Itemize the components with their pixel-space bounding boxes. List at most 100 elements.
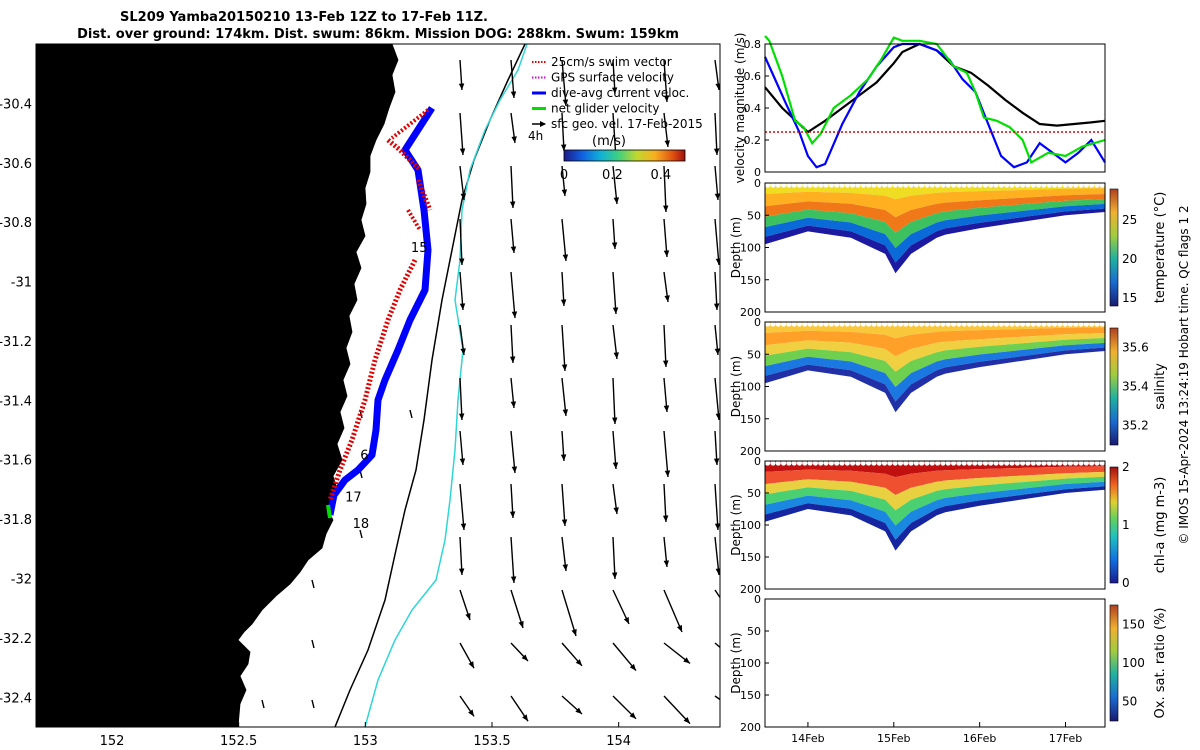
temperature_section-surface-scallop [972,182,978,188]
salinity_section-surface-scallop [1089,321,1095,327]
temperature_section-surface-scallop [1014,182,1020,188]
salinity_section-surface-scallop [950,321,957,327]
temperature_section-surface-scallop [1030,182,1036,188]
salinity_section-surface-scallop [871,321,877,327]
velocity-y-tick-label: 0.8 [744,38,762,51]
map-x-tick-label: 153.5 [473,734,510,749]
temperature_section-surface-scallop [860,182,866,188]
colorbar-tick-label: 0.2 [602,168,623,183]
current-arrowhead [662,515,669,522]
oxygen_section-y-tick-label: 50 [747,625,761,638]
map-frame [35,43,721,728]
salinity_section-surface-scallop [1020,321,1026,327]
current-arrowhead [623,617,629,624]
legend-label: dive-avg current veloc. [551,86,689,100]
salinity_section-y-tick-label: 0 [754,316,761,329]
current-arrowhead [664,295,670,302]
temperature_section-surface-scallop [775,182,781,188]
temperature_section-surface-scallop [796,182,803,188]
temperature_section-colorbar-label: temperature (°C) [1153,192,1168,304]
salinity_section-surface-scallop [956,321,962,327]
temperature_section-surface-scallop [929,182,935,188]
chla_section-surface-scallop [913,460,919,466]
temperature_section-surface-scallop [765,182,771,188]
current-arrowhead [521,654,528,661]
temperature_section-surface-scallop [924,182,930,188]
salinity_section-surface-scallop [839,321,845,327]
oxygen_section-colorbar-label: Ox. sat. ratio (%) [1153,608,1168,719]
current-arrowhead [714,523,720,530]
current-arrowhead [509,356,516,363]
oxygen_section-panel: 0 50 100 150 200 Depth (m) 50 100 150 Ox. sat. ra… [729,593,1168,734]
current-arrowhead [522,714,528,722]
current-arrowhead [629,663,636,671]
salinity_section-surface-scallop [1041,321,1047,327]
chla_section-band [765,466,1105,495]
current-arrow-small [311,699,315,709]
current-arrowhead [459,303,466,310]
time-tick-label: 15Feb [877,732,910,745]
temperature_section-surface-scallop [1035,182,1042,188]
salinity_section-surface-scallop [812,321,819,327]
current-arrowhead [465,613,471,620]
time-tick-label: 14Feb [791,732,824,745]
chla_section-surface-scallop [1073,460,1079,466]
chla_section-surface-scallop [796,460,803,466]
temperature_section-surface-scallop [1073,182,1079,188]
salinity_section-surface-scallop [802,321,808,327]
temperature_section-surface-scallop [988,182,994,188]
colorbar-tick-label: 0.4 [650,168,671,183]
current-arrowhead [571,629,577,636]
salinity_section-surface-scallop [1083,321,1089,327]
day-label-18: 18 [353,517,370,532]
salinity_section-surface-scallop [972,321,978,327]
map-day-labels: 15 6 17 18 [345,241,427,532]
temperature_section-surface-scallop [1020,182,1026,188]
chla_section-band [765,471,1105,511]
current-arrowhead [611,572,618,579]
salinity_section-surface-scallop [1062,321,1068,327]
chla_section-band [765,481,1105,540]
current-arrow [663,59,668,103]
oxygen_section-colorbar-tick: 150 [1122,617,1145,631]
current-arrowhead [663,560,670,567]
chla_section-colorbar-tick: 0 [1122,576,1130,590]
chla_section-surface-scallop [828,460,834,466]
current-arrowhead [662,205,669,212]
chla_section-surface-scallop [786,460,792,466]
temperature_section-surface-scallop [812,182,819,188]
current-arrow [561,324,566,372]
map-y-tick-label: -32.2 [0,632,32,647]
current-arrowhead [663,95,670,102]
chla_section-surface-scallop [1041,460,1047,466]
legend-label: 25cm/s swim vector [551,55,672,69]
chla_section-surface-scallop [1099,460,1105,466]
temperature_section-surface-scallop [956,182,962,188]
salinity_section-surface-scallop [860,321,866,327]
chla_section-colorbar-tick: 2 [1122,460,1130,474]
chla_section-surface-scallop [1014,460,1020,466]
chla_section-surface-scallop [765,460,771,466]
chla_section-colorbar [1109,466,1119,584]
temperature_section-surface-scallop [865,182,872,188]
title-line-2: Dist. over ground: 174km. Dist. swum: 86… [77,27,679,42]
chla_section-surface-scallop [945,460,951,466]
current-arrow-small [311,639,315,649]
temperature_section-surface-scallop [913,182,919,188]
temperature_section-surface-scallop [786,182,792,188]
current-arrow [714,483,719,531]
legend-label: net glider velocity [551,102,659,116]
current-arrow [459,218,463,266]
chla_section-surface-scallop [1020,460,1026,466]
chla_section-surface-scallop [897,460,904,466]
temperature_section-colorbar-tick: 15 [1122,291,1137,305]
temperature_section-surface-scallop [908,182,914,188]
current-arrowhead [714,193,720,200]
track-red-swim [327,138,433,501]
chla_section-band [765,461,1105,478]
current-arrowhead [562,254,569,261]
salinity_section-surface-scallop [775,321,781,327]
current-arrowhead [611,417,618,424]
